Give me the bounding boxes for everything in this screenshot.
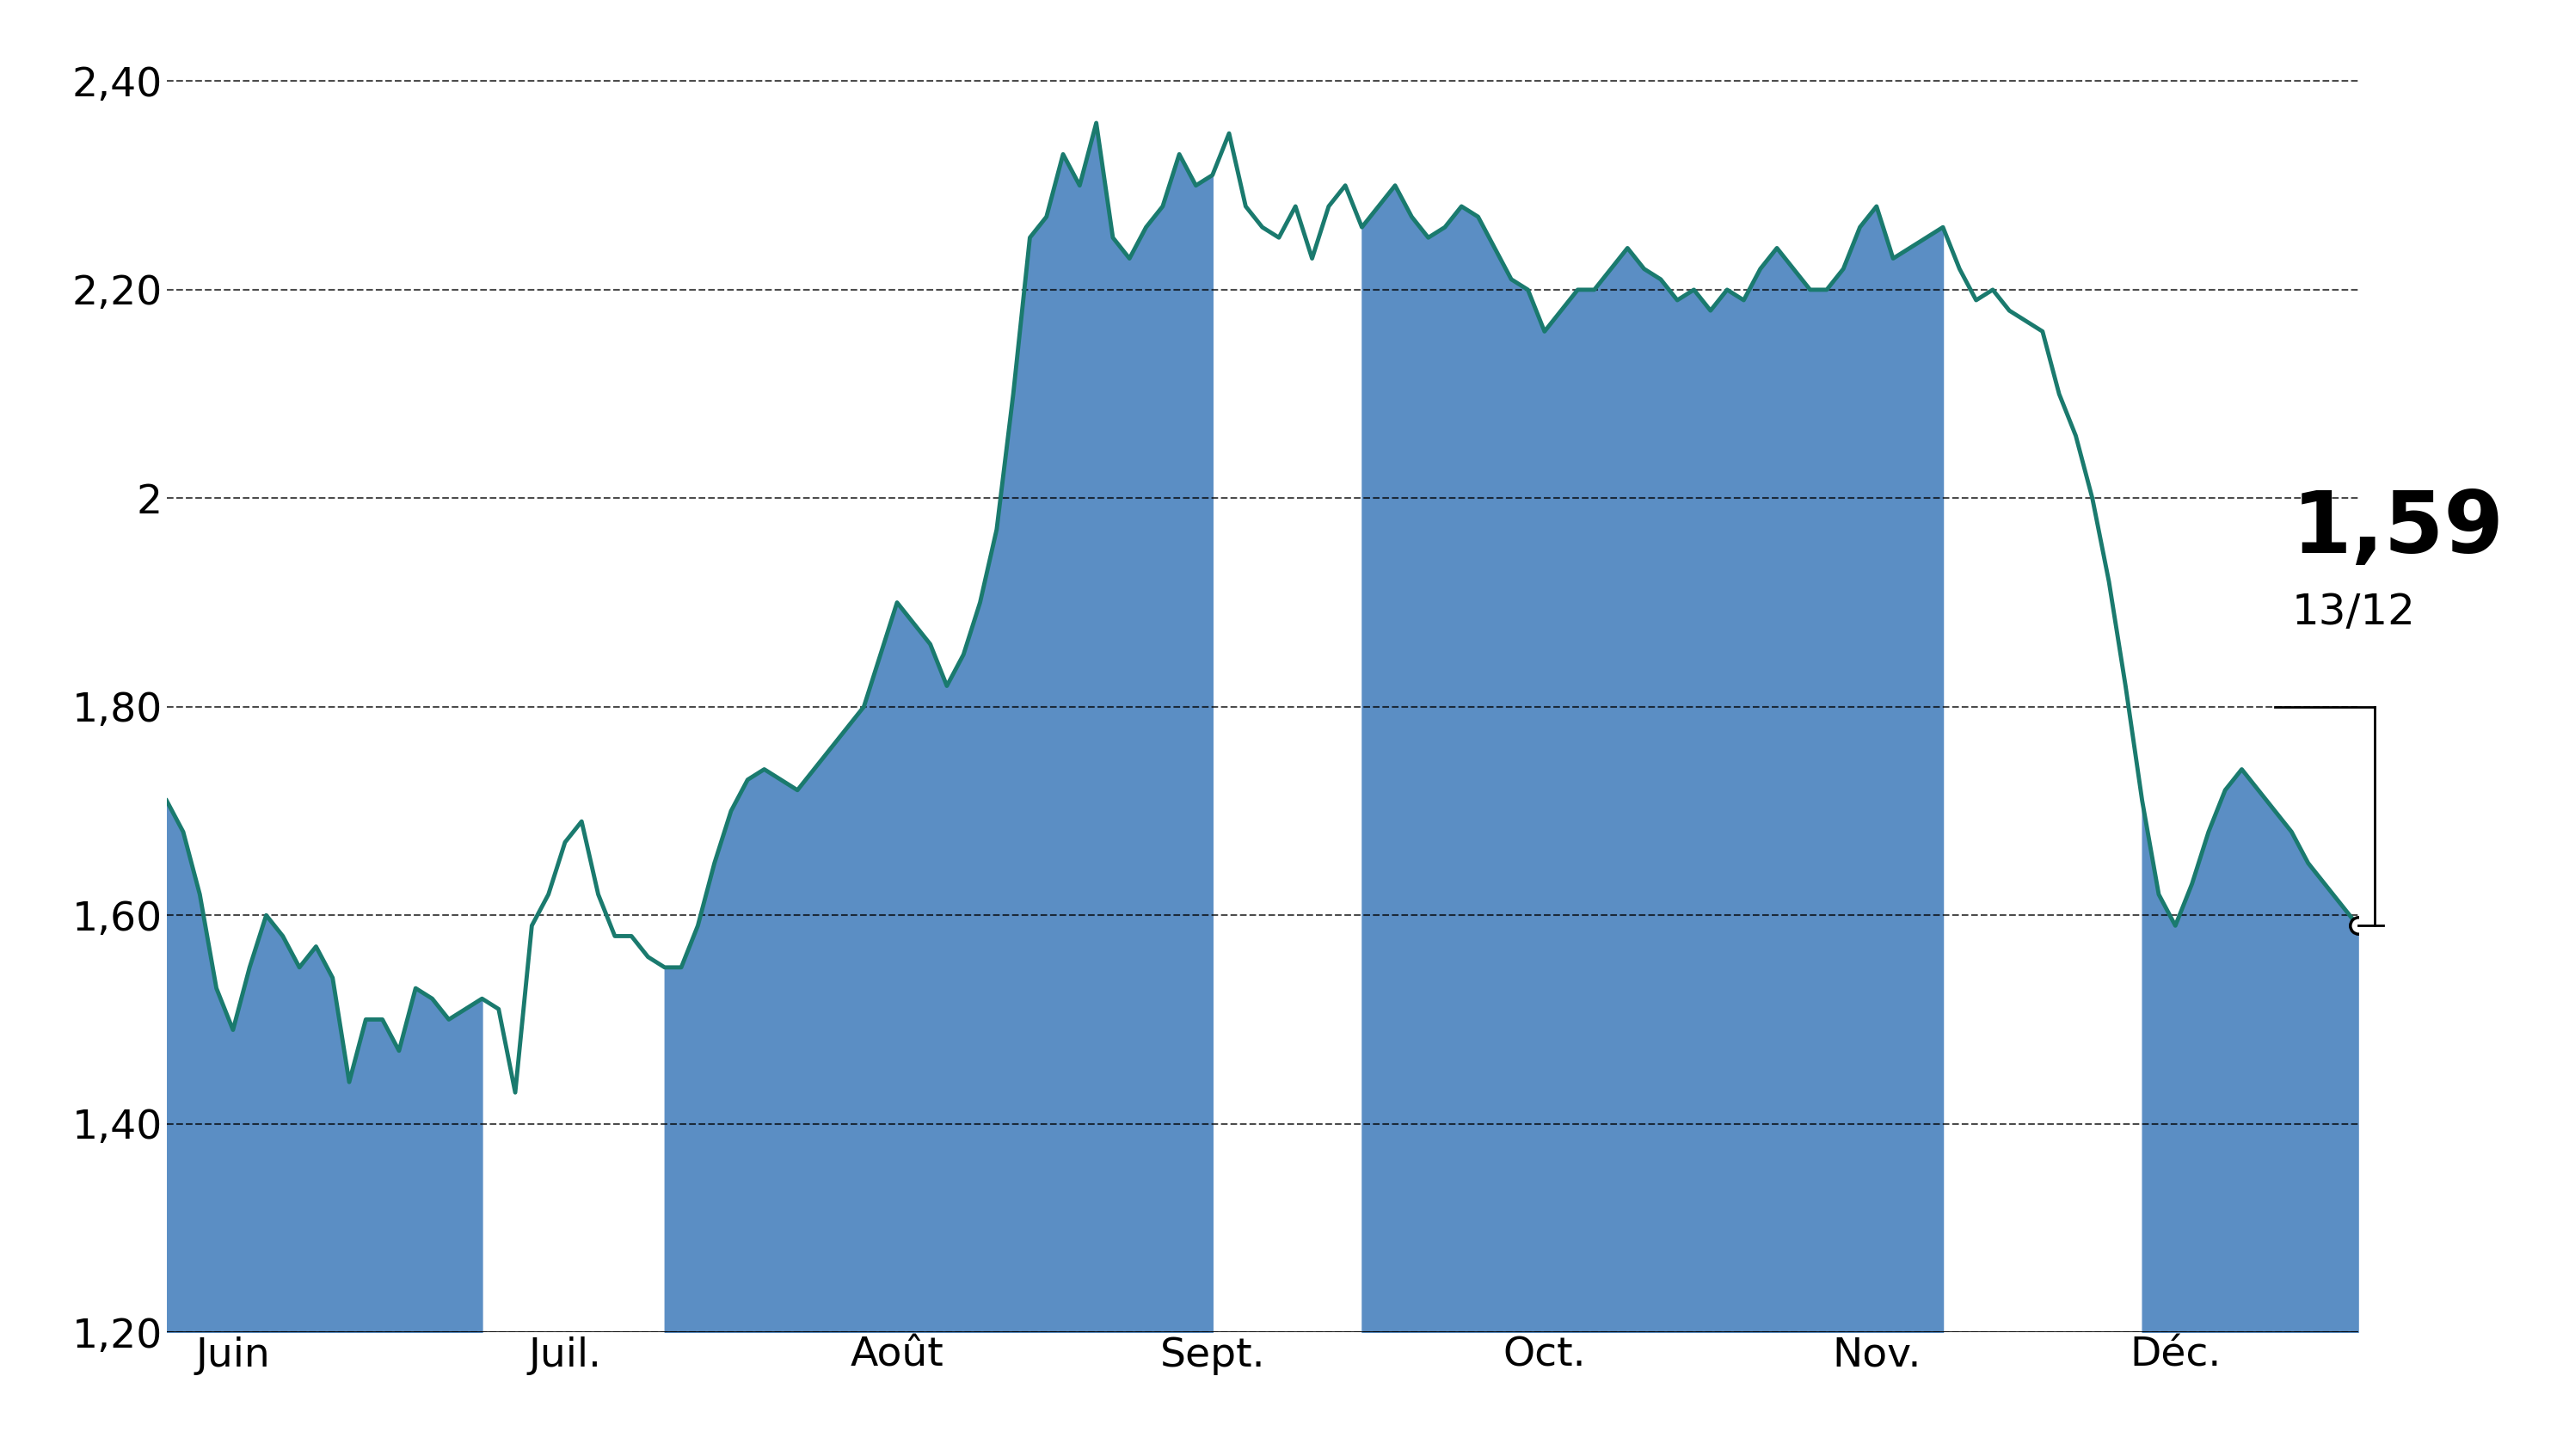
Text: 13/12: 13/12	[2291, 593, 2414, 633]
Text: 1,59: 1,59	[2291, 488, 2504, 571]
Text: Modular Medical, Inc.: Modular Medical, Inc.	[748, 19, 1815, 100]
